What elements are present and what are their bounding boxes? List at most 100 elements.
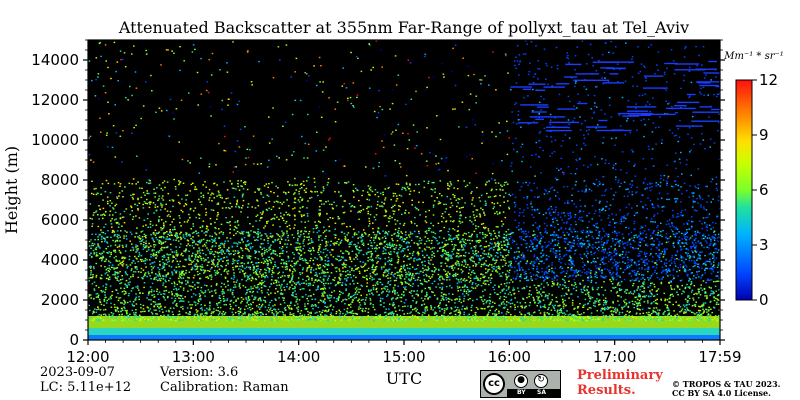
signal-point [100, 55, 102, 58]
signal-point [568, 127, 570, 129]
signal-point [605, 308, 607, 310]
signal-point [596, 124, 599, 126]
signal-point [415, 272, 417, 275]
signal-point [388, 253, 391, 255]
signal-point [583, 85, 585, 88]
signal-point [198, 282, 200, 284]
signal-point [642, 206, 644, 208]
signal-point [296, 282, 298, 284]
signal-point [633, 291, 636, 293]
signal-point [710, 79, 712, 81]
signal-point [210, 274, 213, 276]
signal-point [185, 269, 188, 272]
signal-point [375, 40, 378, 42]
signal-point [100, 187, 102, 189]
signal-point [563, 222, 565, 224]
signal-point [179, 181, 182, 183]
signal-point [102, 319, 105, 321]
signal-point [543, 319, 545, 322]
signal-point [322, 170, 324, 173]
signal-point [523, 277, 526, 280]
signal-point [472, 223, 475, 225]
signal-point [496, 213, 499, 215]
signal-point [308, 75, 310, 77]
signal-point [236, 245, 239, 247]
signal-point [333, 242, 336, 244]
signal-point [217, 258, 219, 260]
signal-point [197, 315, 199, 317]
signal-point [536, 305, 538, 307]
signal-point [289, 312, 291, 314]
signal-point [314, 318, 317, 321]
signal-point [681, 232, 683, 235]
signal-point [707, 260, 709, 263]
signal-point [515, 67, 517, 70]
signal-point [110, 298, 112, 300]
signal-point [563, 294, 566, 297]
signal-point [251, 307, 254, 310]
signal-point [247, 275, 250, 278]
signal-point [683, 223, 685, 225]
signal-point [268, 142, 271, 144]
signal-point [372, 306, 375, 308]
signal-point [113, 303, 116, 306]
signal-point [642, 274, 645, 276]
signal-point [671, 222, 673, 224]
signal-point [242, 231, 245, 233]
signal-point [623, 256, 625, 259]
signal-point [247, 297, 250, 299]
signal-point [461, 308, 463, 310]
signal-point [225, 264, 227, 267]
signal-point [455, 199, 458, 201]
signal-point [216, 215, 219, 217]
signal-point [705, 267, 707, 269]
signal-point [411, 314, 414, 316]
signal-point [372, 268, 375, 271]
signal-point [433, 181, 435, 184]
signal-point [171, 311, 174, 313]
signal-point [498, 244, 500, 246]
signal-point [596, 288, 599, 291]
signal-point [417, 258, 420, 261]
signal-point [247, 203, 250, 205]
signal-point [163, 225, 165, 227]
signal-point [689, 66, 691, 69]
signal-point [464, 216, 467, 219]
signal-point [358, 218, 360, 220]
signal-point [489, 242, 491, 244]
signal-point [169, 238, 171, 240]
signal-point [613, 265, 616, 267]
signal-point [312, 248, 314, 250]
signal-point [144, 310, 146, 313]
signal-point [536, 265, 539, 268]
signal-point [405, 289, 407, 291]
signal-point [383, 202, 385, 204]
signal-point [408, 274, 411, 277]
signal-point [216, 283, 218, 285]
signal-point [333, 290, 336, 292]
signal-point [595, 86, 597, 88]
signal-point [439, 276, 441, 279]
signal-point [234, 259, 236, 262]
signal-point [652, 221, 654, 223]
signal-point [263, 260, 266, 262]
signal-point [233, 274, 235, 277]
signal-point [235, 242, 237, 244]
signal-point [661, 243, 663, 245]
signal-point [454, 272, 457, 275]
signal-point [392, 319, 395, 321]
signal-point [646, 268, 648, 270]
signal-point [300, 221, 303, 223]
signal-point [464, 255, 466, 257]
signal-point [298, 190, 300, 193]
signal-point [161, 308, 163, 310]
signal-point [236, 243, 239, 245]
signal-point [430, 195, 433, 197]
signal-point [528, 245, 531, 248]
signal-point [267, 289, 270, 291]
signal-point [140, 117, 142, 120]
signal-point [324, 301, 326, 304]
signal-point [488, 180, 490, 182]
signal-point [393, 289, 395, 291]
signal-point [600, 310, 602, 312]
